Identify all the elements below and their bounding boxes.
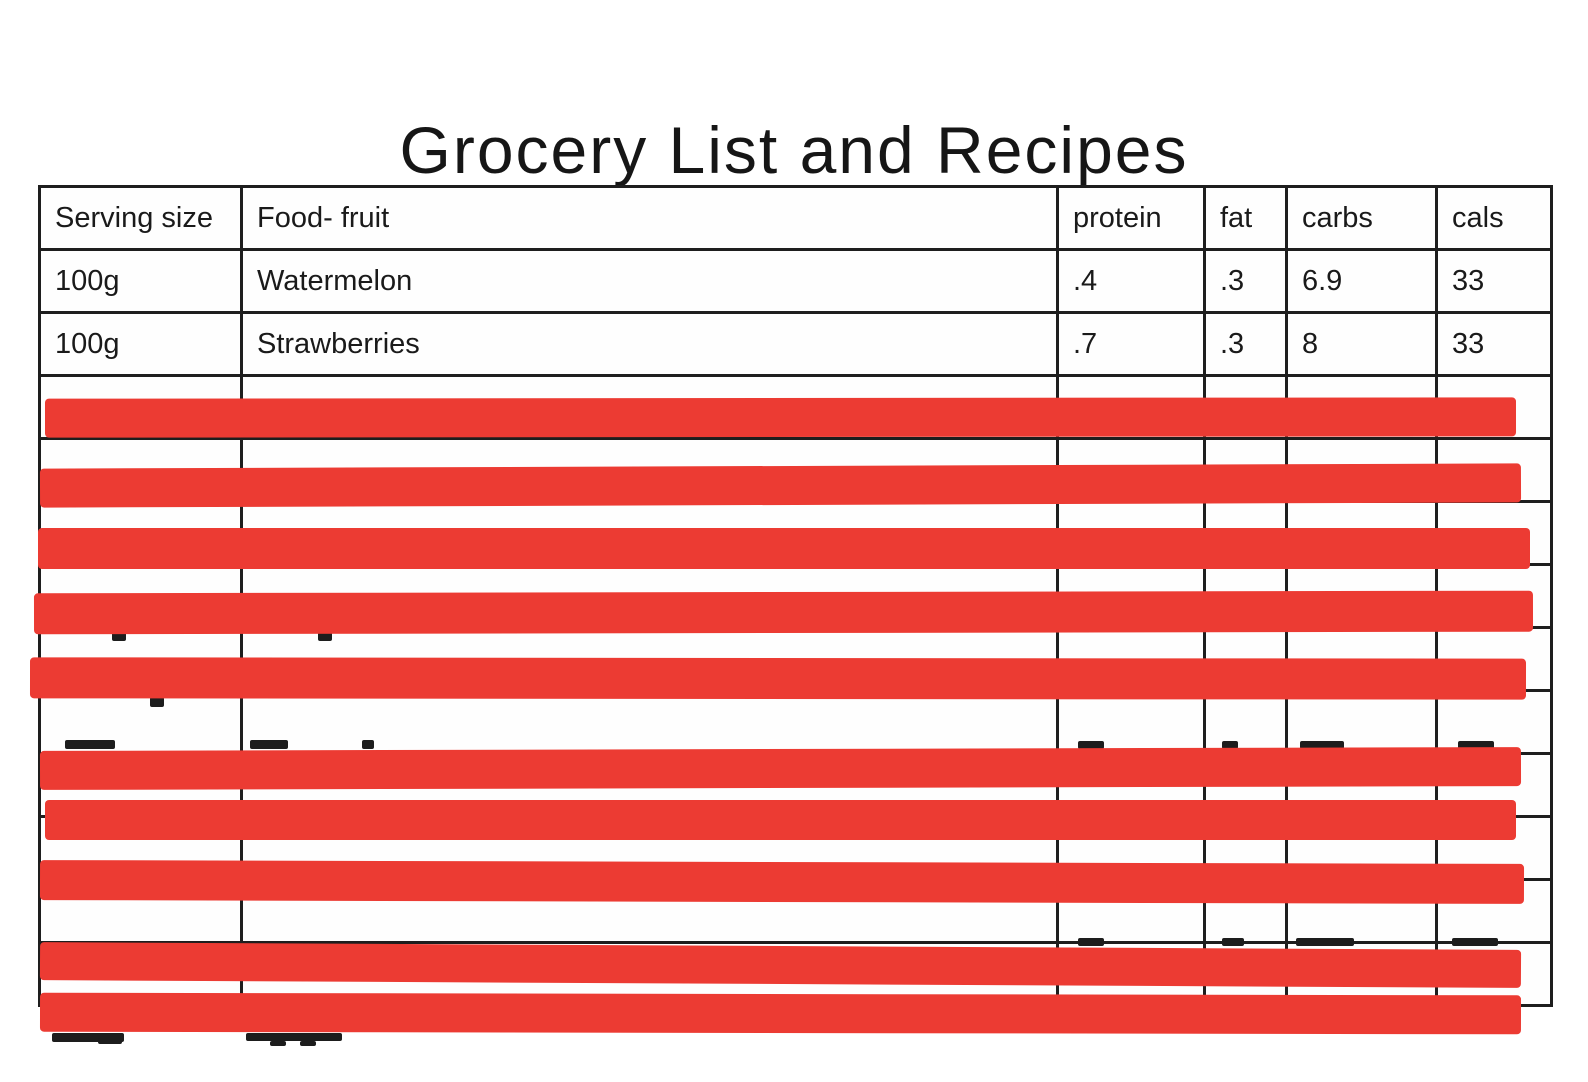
cell-protein[interactable]: .7 bbox=[1056, 311, 1206, 377]
table-row-redacted bbox=[38, 437, 1553, 503]
table-row-redacted bbox=[38, 689, 1553, 755]
table-row-redacted bbox=[38, 941, 1553, 1007]
page-title: Grocery List and Recipes bbox=[399, 113, 1189, 188]
cell-serving[interactable] bbox=[38, 437, 243, 503]
cell-fat[interactable] bbox=[1203, 815, 1288, 881]
cell-carbs[interactable] bbox=[1285, 752, 1438, 818]
cell-cals[interactable] bbox=[1435, 563, 1553, 629]
cell-protein[interactable] bbox=[1056, 563, 1206, 629]
cell-serving[interactable] bbox=[38, 374, 243, 440]
cell-serving[interactable] bbox=[38, 878, 243, 944]
cell-fat[interactable] bbox=[1203, 374, 1288, 440]
cell-carbs[interactable] bbox=[1285, 689, 1438, 755]
table-header-row: Serving size Food- fruit protein fat car… bbox=[38, 185, 1553, 251]
cell-food[interactable] bbox=[240, 752, 1059, 818]
cell-carbs[interactable] bbox=[1285, 563, 1438, 629]
header-protein[interactable]: protein bbox=[1056, 185, 1206, 251]
cell-fat[interactable] bbox=[1203, 878, 1288, 944]
redacted-text-fragment bbox=[246, 1033, 342, 1041]
table-row-redacted bbox=[38, 752, 1553, 818]
table-row-strawberries: 100g Strawberries .7 .3 8 33 bbox=[38, 311, 1553, 377]
redacted-text-fragment bbox=[98, 1038, 122, 1044]
cell-fat[interactable]: .3 bbox=[1203, 311, 1288, 377]
cell-cals[interactable]: 33 bbox=[1435, 311, 1553, 377]
table-row-redacted bbox=[38, 374, 1553, 440]
redacted-text-fragment bbox=[270, 1041, 286, 1046]
cell-food[interactable] bbox=[240, 437, 1059, 503]
cell-food[interactable]: Watermelon bbox=[240, 248, 1059, 314]
cell-food[interactable] bbox=[240, 500, 1059, 566]
cell-serving[interactable] bbox=[38, 563, 243, 629]
cell-carbs[interactable] bbox=[1285, 500, 1438, 566]
cell-serving[interactable] bbox=[38, 500, 243, 566]
cell-fat[interactable]: .3 bbox=[1203, 248, 1288, 314]
cell-cals[interactable] bbox=[1435, 815, 1553, 881]
cell-fat[interactable] bbox=[1203, 437, 1288, 503]
cell-cals[interactable] bbox=[1435, 626, 1553, 692]
cell-food[interactable] bbox=[240, 878, 1059, 944]
header-serving-size[interactable]: Serving size bbox=[38, 185, 243, 251]
cell-carbs[interactable] bbox=[1285, 374, 1438, 440]
cell-protein[interactable] bbox=[1056, 752, 1206, 818]
cell-serving[interactable] bbox=[38, 941, 243, 1007]
header-fat[interactable]: fat bbox=[1203, 185, 1288, 251]
cell-food[interactable]: Strawberries bbox=[240, 311, 1059, 377]
cell-protein[interactable] bbox=[1056, 626, 1206, 692]
table-row-redacted bbox=[38, 500, 1553, 566]
cell-carbs[interactable] bbox=[1285, 626, 1438, 692]
table-row-redacted bbox=[38, 626, 1553, 692]
cell-food[interactable] bbox=[240, 374, 1059, 440]
cell-cals[interactable] bbox=[1435, 500, 1553, 566]
redacted-text-fragment bbox=[300, 1041, 316, 1046]
cell-protein[interactable]: .4 bbox=[1056, 248, 1206, 314]
cell-protein[interactable] bbox=[1056, 878, 1206, 944]
cell-food[interactable] bbox=[240, 626, 1059, 692]
cell-cals[interactable] bbox=[1435, 752, 1553, 818]
header-cals[interactable]: cals bbox=[1435, 185, 1553, 251]
cell-carbs[interactable] bbox=[1285, 941, 1438, 1007]
header-carbs[interactable]: carbs bbox=[1285, 185, 1438, 251]
cell-fat[interactable] bbox=[1203, 689, 1288, 755]
header-food-fruit[interactable]: Food- fruit bbox=[240, 185, 1059, 251]
cell-serving[interactable]: 100g bbox=[38, 248, 243, 314]
cell-food[interactable] bbox=[240, 689, 1059, 755]
cell-serving[interactable] bbox=[38, 752, 243, 818]
cell-fat[interactable] bbox=[1203, 752, 1288, 818]
cell-cals[interactable]: 33 bbox=[1435, 248, 1553, 314]
cell-protein[interactable] bbox=[1056, 437, 1206, 503]
cell-serving[interactable] bbox=[38, 815, 243, 881]
cell-fat[interactable] bbox=[1203, 500, 1288, 566]
cell-protein[interactable] bbox=[1056, 815, 1206, 881]
cell-food[interactable] bbox=[240, 563, 1059, 629]
redacted-text-fragment bbox=[52, 1033, 124, 1042]
cell-serving[interactable] bbox=[38, 689, 243, 755]
cell-carbs[interactable]: 6.9 bbox=[1285, 248, 1438, 314]
nutrition-table: Serving size Food- fruit protein fat car… bbox=[38, 185, 1553, 1007]
cell-fat[interactable] bbox=[1203, 626, 1288, 692]
cell-carbs[interactable] bbox=[1285, 815, 1438, 881]
cell-protein[interactable] bbox=[1056, 941, 1206, 1007]
cell-protein[interactable] bbox=[1056, 500, 1206, 566]
cell-cals[interactable] bbox=[1435, 374, 1553, 440]
cell-food[interactable] bbox=[240, 941, 1059, 1007]
cell-food[interactable] bbox=[240, 815, 1059, 881]
table-row-watermelon: 100g Watermelon .4 .3 6.9 33 bbox=[38, 248, 1553, 314]
cell-protein[interactable] bbox=[1056, 374, 1206, 440]
cell-cals[interactable] bbox=[1435, 689, 1553, 755]
cell-serving[interactable] bbox=[38, 626, 243, 692]
cell-protein[interactable] bbox=[1056, 689, 1206, 755]
table-row-redacted bbox=[38, 815, 1553, 881]
cell-serving[interactable]: 100g bbox=[38, 311, 243, 377]
cell-carbs[interactable]: 8 bbox=[1285, 311, 1438, 377]
cell-fat[interactable] bbox=[1203, 941, 1288, 1007]
cell-cals[interactable] bbox=[1435, 437, 1553, 503]
cell-cals[interactable] bbox=[1435, 878, 1553, 944]
table-row-redacted bbox=[38, 563, 1553, 629]
table-row-redacted bbox=[38, 878, 1553, 944]
cell-carbs[interactable] bbox=[1285, 437, 1438, 503]
cell-cals[interactable] bbox=[1435, 941, 1553, 1007]
cell-fat[interactable] bbox=[1203, 563, 1288, 629]
cell-carbs[interactable] bbox=[1285, 878, 1438, 944]
